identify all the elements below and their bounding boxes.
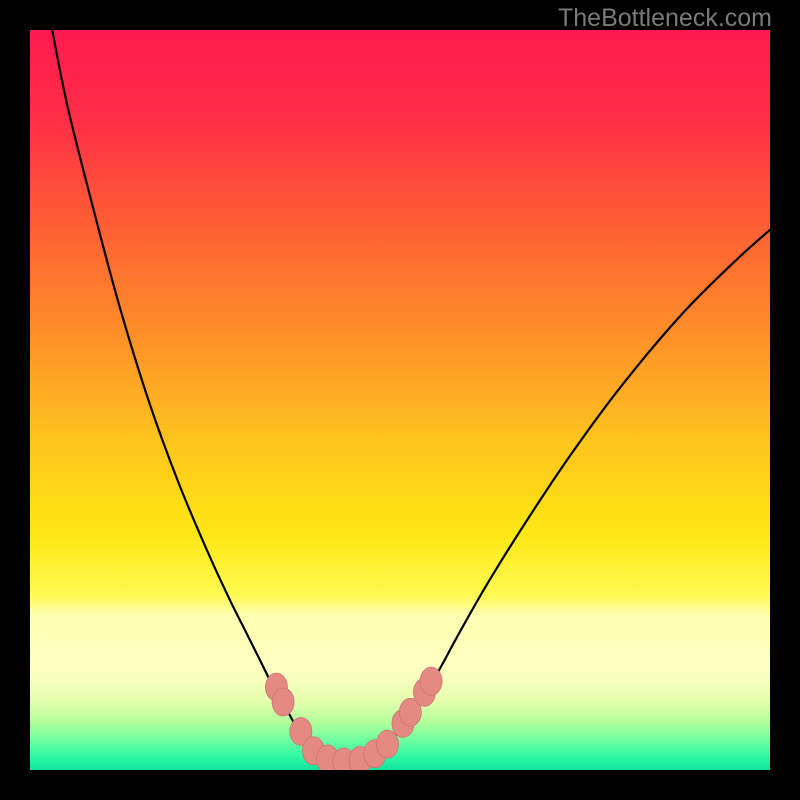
- gradient-background: [30, 30, 770, 770]
- watermark-text: TheBottleneck.com: [558, 4, 772, 33]
- data-marker: [420, 667, 442, 695]
- plot-area: [30, 30, 770, 770]
- data-marker: [376, 730, 398, 758]
- chart-svg: [30, 30, 770, 770]
- data-marker: [272, 688, 294, 716]
